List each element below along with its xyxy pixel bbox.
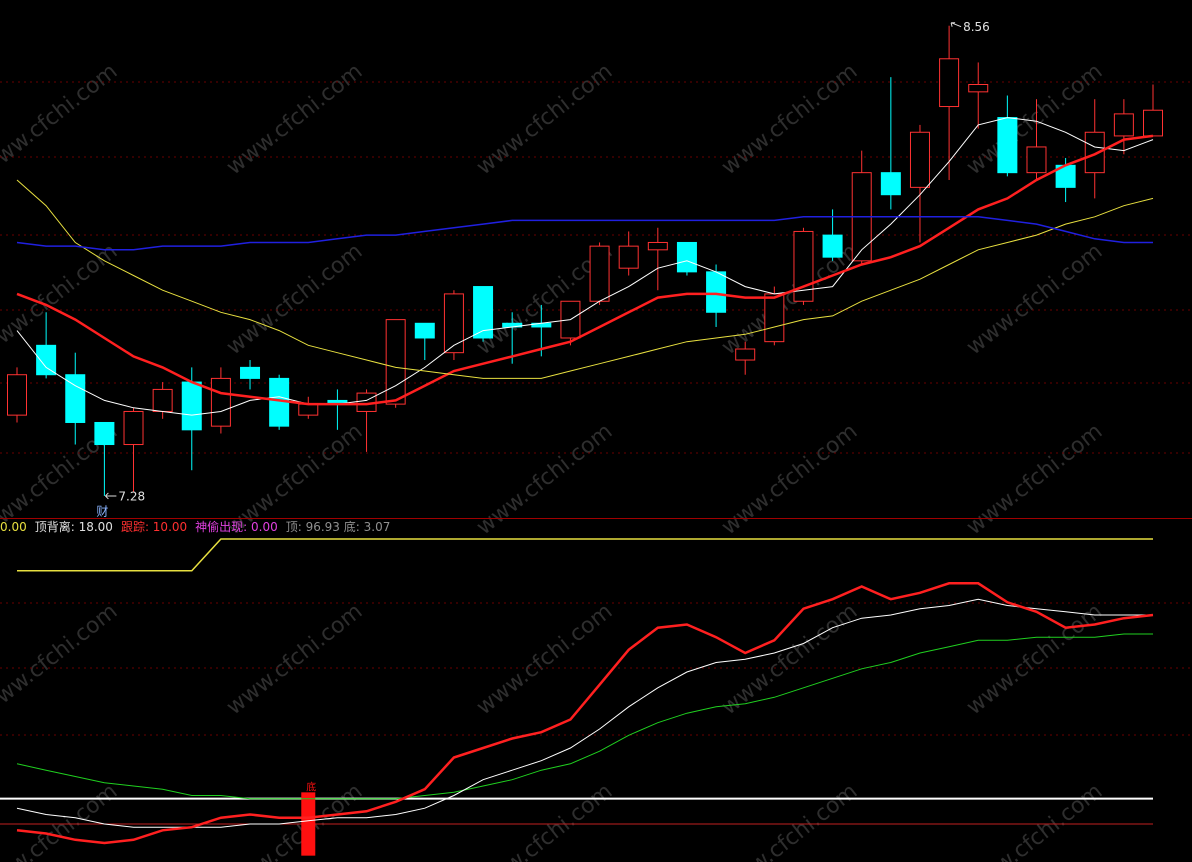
candle-body	[880, 172, 901, 196]
candle-body	[589, 245, 610, 302]
candle-body	[735, 348, 756, 361]
watermark: www.cfchi.com	[472, 779, 617, 862]
watermark: www.cfchi.com	[222, 239, 367, 360]
header-item: 0.00	[0, 520, 27, 534]
watermark: www.cfchi.com	[0, 239, 122, 360]
line-series	[16, 582, 1154, 845]
header-item: 神偷出现: 0.00	[195, 519, 278, 534]
watermark: www.cfchi.com	[222, 599, 367, 720]
candle-body	[473, 286, 494, 339]
candle-body	[210, 377, 231, 427]
watermark: www.cfchi.com	[962, 779, 1107, 862]
low-arrow	[105, 492, 117, 500]
candle-body	[7, 374, 27, 416]
candle-body	[240, 366, 261, 379]
header-item: 顶: 96.93 底: 3.07	[286, 519, 391, 534]
candle-body	[909, 131, 930, 188]
candle-body	[414, 322, 435, 339]
watermark: www.cfchi.com	[472, 599, 617, 720]
watermarks: www.cfchi.com www.cfchi.com www.cfchi.com w…	[0, 59, 1107, 862]
candle-body	[1026, 146, 1047, 174]
candle-body	[298, 403, 319, 416]
candle-body	[152, 388, 173, 412]
watermark: www.cfchi.com	[472, 59, 617, 180]
high-label: 8.56	[963, 20, 990, 34]
indicator-header: 0.00 顶背离: 18.00 跟踪: 10.00 神偷出现: 0.00 顶: 96.9…	[0, 519, 390, 534]
watermark: www.cfchi.com	[0, 599, 122, 720]
line-series	[16, 134, 1154, 406]
candle-body	[443, 293, 464, 354]
watermark: www.cfchi.com	[717, 779, 862, 862]
candle-body	[65, 374, 86, 423]
watermark: www.cfchi.com	[717, 59, 862, 180]
candle-body	[939, 58, 960, 108]
watermark: www.cfchi.com	[962, 239, 1107, 360]
candle-body	[647, 241, 668, 251]
watermark: www.cfchi.com	[0, 59, 122, 180]
candle-body	[706, 271, 727, 313]
watermark: www.cfchi.com	[472, 419, 617, 540]
candle-body	[36, 344, 57, 376]
marker-label: 财	[96, 504, 108, 518]
candle-body	[1113, 113, 1134, 137]
candle-body	[123, 410, 144, 446]
candle-body	[385, 319, 406, 405]
signal-bar	[301, 792, 316, 856]
line-series	[16, 117, 1154, 416]
candle-body	[764, 293, 785, 343]
candle-body	[1143, 109, 1163, 137]
watermark: www.cfchi.com	[0, 779, 122, 862]
line-series	[16, 633, 1153, 800]
header-item: 跟踪: 10.00	[121, 520, 187, 534]
candle-body	[822, 234, 843, 258]
candle-body	[997, 117, 1018, 174]
signal-label: 底	[306, 780, 316, 793]
watermark: www.cfchi.com	[222, 779, 367, 862]
watermark: www.cfchi.com	[962, 419, 1107, 540]
high-arrow	[950, 22, 962, 28]
candle-body	[676, 241, 697, 273]
watermark: www.cfchi.com	[717, 419, 862, 540]
low-label: 7.28	[118, 489, 145, 503]
line-series	[16, 216, 1153, 251]
line-series	[16, 179, 1154, 379]
line-series	[16, 598, 1153, 828]
header-item: 顶背离: 18.00	[35, 519, 113, 534]
line-series	[17, 538, 1153, 572]
candle-body	[968, 83, 989, 93]
candle-body	[1084, 131, 1105, 174]
candle-body	[181, 381, 202, 431]
candle-body	[618, 245, 639, 269]
watermark: www.cfchi.com	[962, 599, 1107, 720]
watermark: www.cfchi.com	[222, 59, 367, 180]
candle-body	[94, 421, 115, 446]
